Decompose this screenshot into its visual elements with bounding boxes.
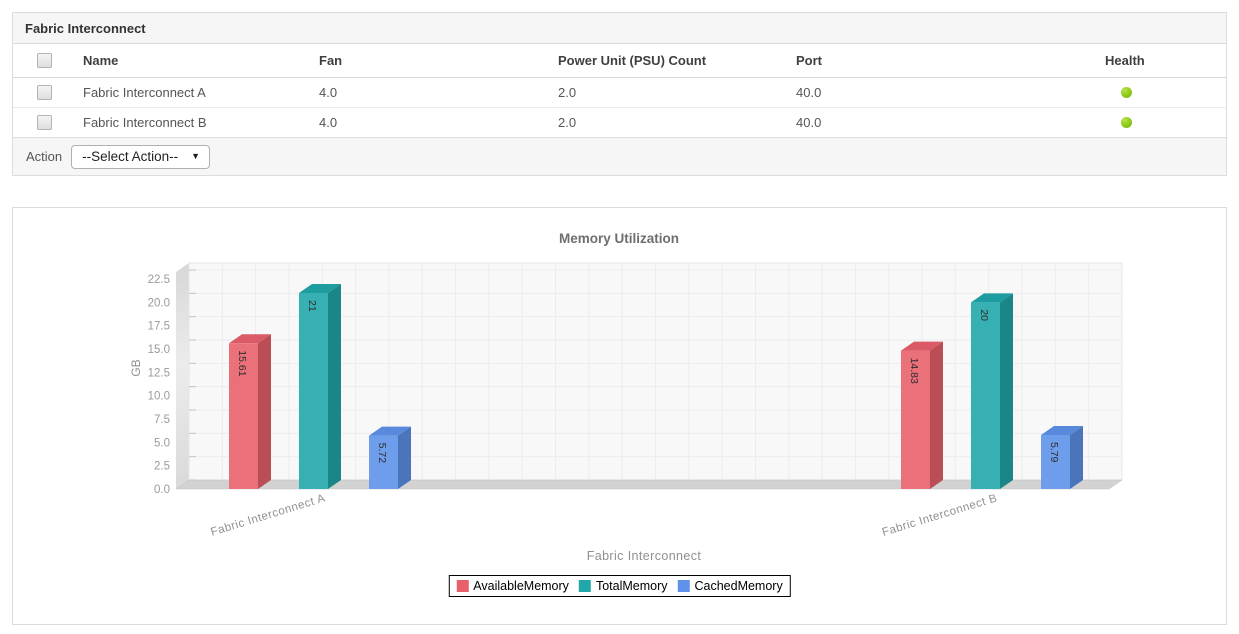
- table-header-row: Name Fan Power Unit (PSU) Count Port Hea…: [13, 44, 1226, 78]
- legend-swatch: [578, 580, 591, 592]
- legend-item-AvailableMemory[interactable]: AvailableMemory: [456, 579, 569, 593]
- row-checkbox[interactable]: [37, 85, 52, 100]
- legend-swatch: [677, 580, 690, 592]
- fabric-interconnect-panel: Fabric Interconnect Name Fan Power Unit …: [12, 12, 1227, 176]
- column-header-health: Health: [1105, 53, 1145, 68]
- chart-title: Memory Utilization: [559, 231, 679, 246]
- y-tick-label: 7.5: [154, 414, 170, 426]
- action-label: Action: [26, 149, 63, 164]
- y-tick-label: 12.5: [148, 367, 170, 379]
- table-row: Fabric Interconnect A 4.0 2.0 40.0: [13, 78, 1226, 108]
- y-axis: 0.0 2.5 5.0 7.5 10.0 12.5 15.0 17.5 20.0 22.5: [148, 269, 196, 496]
- legend-label: CachedMemory: [694, 579, 783, 593]
- column-header-fan: Fan: [319, 53, 343, 68]
- legend-label: AvailableMemory: [473, 579, 569, 593]
- cell-name: Fabric Interconnect B: [83, 115, 207, 130]
- y-tick-label: 2.5: [154, 461, 170, 473]
- y-axis-title: GB: [129, 359, 143, 376]
- bar-value-label: 14.83: [908, 358, 920, 384]
- bar-AvailableMemory-Fabric Interconnect A[interactable]: 15.61: [229, 334, 271, 489]
- y-tick-label: 10.0: [148, 391, 170, 403]
- y-tick-label: 22.5: [148, 274, 170, 286]
- x-axis-title: Fabric Interconnect: [587, 549, 702, 563]
- memory-utilization-chart: Memory Utilization 0.0 2.5 5.0 7.5 10.0 12.5 15…: [129, 231, 1123, 563]
- bar-value-label: 5.79: [1048, 442, 1060, 463]
- cell-name: Fabric Interconnect A: [83, 85, 206, 100]
- bar-CachedMemory-Fabric Interconnect B[interactable]: 5.79: [1041, 425, 1083, 489]
- y-tick-label: 0.0: [154, 484, 170, 496]
- bar-value-label: 5.72: [376, 443, 388, 464]
- cell-port: 40.0: [796, 85, 822, 100]
- y-tick-label: 17.5: [148, 321, 170, 333]
- grid-lines: [189, 263, 1122, 480]
- legend-item-TotalMemory[interactable]: TotalMemory: [578, 579, 668, 593]
- x-category-label: Fabric Interconnect A: [209, 492, 326, 538]
- bar-TotalMemory-Fabric Interconnect B[interactable]: 20: [971, 293, 1013, 489]
- cell-psu: 2.0: [558, 115, 577, 130]
- column-header-psu: Power Unit (PSU) Count: [558, 53, 707, 68]
- legend-swatch: [456, 580, 469, 592]
- column-header-port: Port: [796, 53, 822, 68]
- chart-legend: AvailableMemory TotalMemory CachedMemory: [448, 575, 791, 597]
- bar-value-label: 15.61: [236, 350, 248, 376]
- cell-fan: 4.0: [319, 85, 338, 100]
- table-row: Fabric Interconnect B 4.0 2.0 40.0: [13, 108, 1226, 138]
- legend-item-CachedMemory[interactable]: CachedMemory: [677, 579, 783, 593]
- bar-AvailableMemory-Fabric Interconnect B[interactable]: 14.83: [901, 341, 943, 489]
- action-select-value: --Select Action--: [82, 148, 179, 164]
- bar-TotalMemory-Fabric Interconnect A[interactable]: 21: [299, 284, 341, 489]
- action-select[interactable]: --Select Action-- ▼: [71, 144, 211, 169]
- bar-value-label: 21: [306, 300, 318, 312]
- legend-label: TotalMemory: [595, 579, 668, 593]
- chart-3d-wall: [176, 263, 189, 489]
- row-checkbox[interactable]: [37, 115, 52, 130]
- y-tick-label: 20.0: [148, 297, 170, 309]
- health-status-icon: [1121, 87, 1132, 98]
- health-status-icon: [1121, 117, 1132, 128]
- y-tick-label: 5.0: [154, 437, 170, 449]
- cell-psu: 2.0: [558, 85, 577, 100]
- memory-utilization-panel: Memory Utilization 0.0 2.5 5.0 7.5 10.0 12.5 15…: [12, 207, 1227, 625]
- cell-port: 40.0: [796, 115, 822, 130]
- panel-title: Fabric Interconnect: [13, 13, 1226, 44]
- x-category-label: Fabric Interconnect B: [881, 492, 999, 539]
- bar-value-label: 20: [978, 309, 990, 321]
- select-all-checkbox[interactable]: [37, 53, 52, 68]
- bar-CachedMemory-Fabric Interconnect A[interactable]: 5.72: [369, 426, 411, 489]
- cell-fan: 4.0: [319, 115, 338, 130]
- y-tick-label: 15.0: [148, 344, 170, 356]
- table-footer: Action --Select Action-- ▼: [13, 138, 1226, 175]
- chevron-down-icon: ▼: [191, 151, 201, 161]
- chart-3d-floor: [175, 479, 1123, 490]
- column-header-name: Name: [83, 53, 119, 68]
